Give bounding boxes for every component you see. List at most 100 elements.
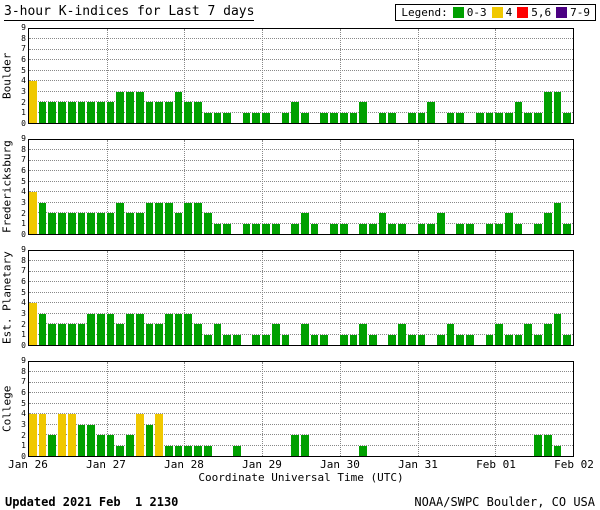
kindex-bar bbox=[233, 445, 241, 456]
kindex-bar bbox=[456, 223, 465, 234]
legend-label: Legend: bbox=[401, 6, 448, 19]
chart-header: 3-hour K-indices for Last 7 days Legend:… bbox=[0, 0, 600, 24]
kindex-bar bbox=[77, 424, 86, 456]
kindex-bar bbox=[29, 303, 37, 345]
kindex-bar bbox=[553, 91, 562, 123]
kindex-bar bbox=[106, 313, 115, 345]
green-swatch-icon bbox=[452, 7, 464, 18]
legend-item-label: 5,6 bbox=[531, 6, 552, 19]
kindex-bar bbox=[252, 334, 261, 345]
kindex-bar bbox=[184, 102, 193, 123]
kindex-bar bbox=[378, 112, 387, 123]
kindex-bar bbox=[563, 334, 572, 345]
kindex-bar bbox=[310, 223, 319, 234]
x-tick-label: Feb 01 bbox=[476, 458, 516, 471]
x-tick-label: Jan 27 bbox=[86, 458, 126, 471]
kindex-bar bbox=[223, 334, 232, 345]
kindex-bar bbox=[495, 223, 504, 234]
kindex-bar bbox=[330, 223, 338, 234]
kindex-bar bbox=[291, 435, 300, 456]
kindex-bar bbox=[252, 223, 261, 234]
x-tick-label: Jan 26 bbox=[8, 458, 48, 471]
kindex-bar bbox=[145, 424, 154, 456]
station-label-boulder: Boulder bbox=[0, 52, 14, 100]
kindex-bar bbox=[301, 435, 309, 456]
kindex-bar bbox=[398, 223, 406, 234]
kindex-bar bbox=[281, 334, 290, 345]
plot-area-college bbox=[28, 361, 574, 457]
kindex-bar bbox=[407, 112, 416, 123]
kindex-bar bbox=[369, 334, 377, 345]
kindex-bar bbox=[262, 112, 270, 123]
kindex-bar bbox=[194, 324, 202, 345]
kindex-bar bbox=[155, 414, 164, 456]
kindex-bar bbox=[116, 324, 125, 345]
kindex-bar bbox=[553, 445, 562, 456]
kindex-bar bbox=[145, 324, 154, 345]
kindex-bar bbox=[359, 324, 368, 345]
kindex-bar bbox=[48, 102, 57, 123]
purple-swatch-icon bbox=[556, 7, 568, 18]
kindex-bar bbox=[291, 223, 300, 234]
kindex-bar bbox=[126, 313, 134, 345]
kindex-bar bbox=[67, 213, 76, 234]
kindex-bar bbox=[271, 324, 280, 345]
kindex-bar bbox=[242, 223, 251, 234]
kindex-bar bbox=[543, 435, 552, 456]
kindex-bar bbox=[524, 324, 533, 345]
kindex-bar bbox=[252, 112, 261, 123]
kindex-bar bbox=[194, 202, 202, 234]
kindex-bar bbox=[534, 223, 542, 234]
kindex-bar bbox=[262, 334, 270, 345]
kindex-bar bbox=[446, 324, 455, 345]
kindex-bar bbox=[87, 213, 96, 234]
kindex-bar bbox=[203, 213, 212, 234]
kindex-bar bbox=[359, 445, 368, 456]
kindex-bar bbox=[29, 192, 37, 234]
kindex-bar bbox=[194, 102, 202, 123]
station-label-college: College bbox=[0, 385, 14, 433]
kindex-bar bbox=[330, 112, 338, 123]
kindex-bar bbox=[116, 445, 125, 456]
kindex-bar bbox=[301, 324, 309, 345]
kindex-bar bbox=[38, 414, 47, 456]
kindex-bar bbox=[135, 91, 144, 123]
kindex-bar bbox=[97, 313, 105, 345]
kindex-bar bbox=[485, 112, 494, 123]
kindex-bar bbox=[155, 202, 164, 234]
kindex-bar bbox=[369, 223, 377, 234]
kindex-bar bbox=[116, 91, 125, 123]
kindex-bar bbox=[514, 102, 523, 123]
kindex-bar bbox=[29, 414, 37, 456]
kindex-bar bbox=[339, 334, 348, 345]
legend-item-purple: 7-9 bbox=[556, 6, 590, 19]
kindex-bar bbox=[524, 112, 533, 123]
kindex-bar bbox=[456, 112, 465, 123]
kindex-bar bbox=[97, 435, 105, 456]
kindex-bar bbox=[97, 213, 105, 234]
kindex-bar bbox=[174, 91, 183, 123]
kindex-bar bbox=[165, 102, 173, 123]
kindex-bar bbox=[514, 223, 523, 234]
kindex-bar bbox=[301, 112, 309, 123]
kindex-bar bbox=[77, 102, 86, 123]
station-label-fredericksburg: Fredericksburg bbox=[0, 140, 14, 234]
kindex-bar bbox=[563, 112, 572, 123]
updated-value: 2021 Feb 1 2130 bbox=[55, 495, 179, 509]
kindex-bar bbox=[203, 445, 212, 456]
kindex-bar bbox=[301, 213, 309, 234]
kindex-bar bbox=[437, 213, 445, 234]
kindex-bar bbox=[194, 445, 202, 456]
kindex-bar bbox=[48, 435, 57, 456]
x-tick-label: Jan 30 bbox=[320, 458, 360, 471]
kindex-bar bbox=[388, 112, 397, 123]
kindex-bar bbox=[505, 334, 513, 345]
kindex-bar bbox=[417, 112, 426, 123]
x-tick-label: Feb 02 bbox=[554, 458, 594, 471]
kindex-bar bbox=[534, 334, 542, 345]
kindex-bar bbox=[87, 424, 96, 456]
